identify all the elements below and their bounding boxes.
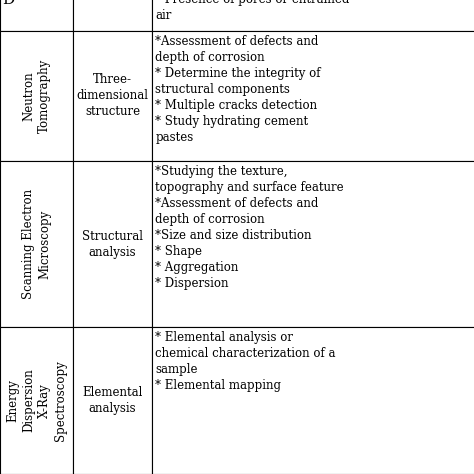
Text: *Assessment of defects and
depth of corrosion
* Determine the integrity of
struc: *Assessment of defects and depth of corr…	[155, 35, 321, 144]
Text: * Presence of pores or entrained
air: * Presence of pores or entrained air	[155, 0, 350, 22]
Bar	[0, 31, 73, 161]
Text: Structural
analysis: Structural analysis	[82, 229, 143, 259]
Text: Neutron
Tomography: Neutron Tomography	[22, 59, 51, 133]
Bar	[73, 327, 152, 474]
Bar	[73, 0, 152, 31]
Bar	[73, 161, 152, 327]
Text: Elemental
analysis: Elemental analysis	[82, 386, 143, 415]
Bar	[73, 31, 152, 161]
Text: * Elemental analysis or
chemical characterization of a
sample
* Elemental mappin: * Elemental analysis or chemical charact…	[155, 331, 336, 392]
Bar	[152, 0, 474, 31]
Bar	[152, 31, 474, 161]
Bar	[152, 327, 474, 474]
Bar	[0, 161, 73, 327]
Bar	[0, 327, 73, 474]
Bar	[0, 0, 73, 31]
Text: Scanning Electron
Microscopy: Scanning Electron Microscopy	[22, 189, 51, 299]
Text: *Studying the texture,
topography and surface feature
*Assessment of defects and: *Studying the texture, topography and su…	[155, 165, 344, 290]
Text: Energy
Dispersion
X-Ray
Spectroscopy: Energy Dispersion X-Ray Spectroscopy	[6, 360, 67, 441]
Text: D: D	[2, 0, 15, 7]
Bar	[152, 161, 474, 327]
Text: Three-
dimensional
structure: Three- dimensional structure	[77, 73, 148, 118]
